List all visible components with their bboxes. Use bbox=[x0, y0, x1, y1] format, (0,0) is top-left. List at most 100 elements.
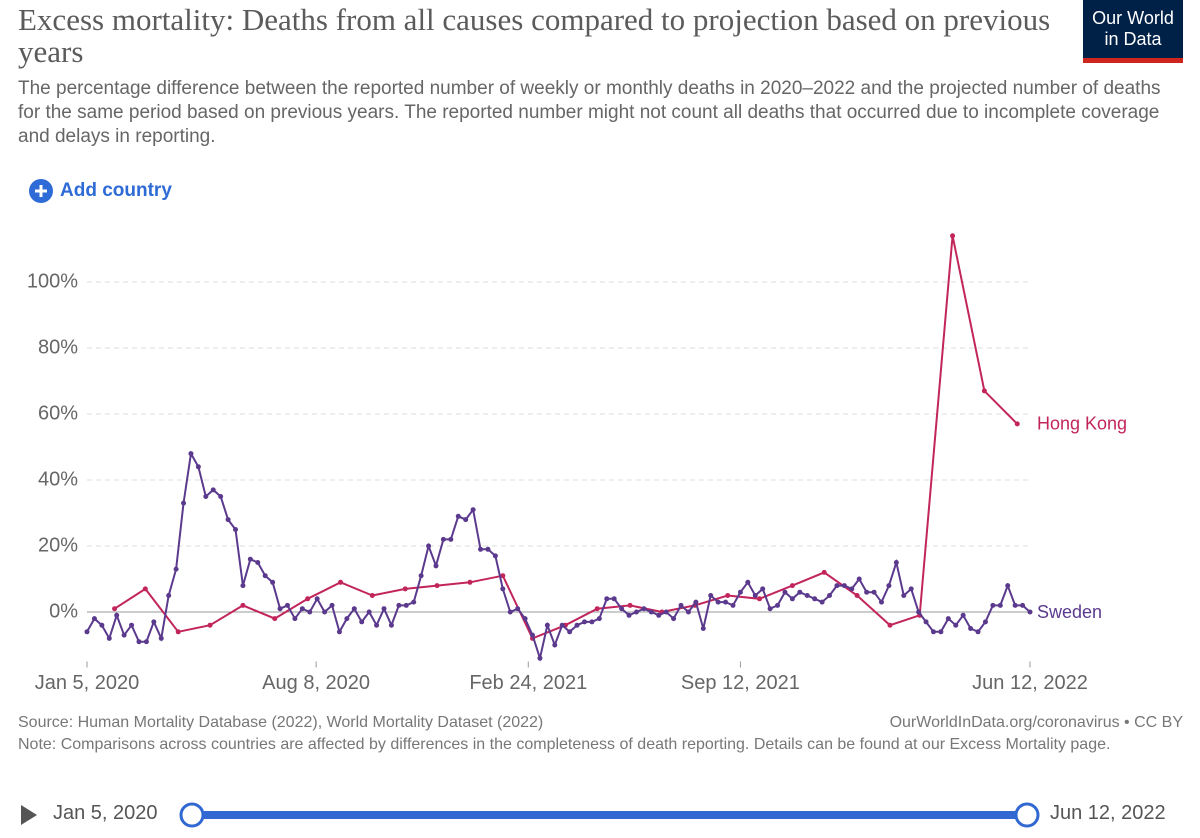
data-point bbox=[218, 494, 224, 499]
data-point bbox=[574, 622, 580, 628]
data-point bbox=[433, 563, 439, 569]
subtitle: The percentage difference between the re… bbox=[18, 78, 1161, 147]
add-country-label: Add country bbox=[60, 180, 172, 201]
data-point bbox=[299, 606, 305, 612]
data-point bbox=[938, 629, 944, 635]
data-point bbox=[693, 599, 699, 605]
data-point bbox=[997, 602, 1003, 608]
data-point bbox=[106, 635, 112, 641]
data-point bbox=[403, 602, 409, 608]
data-point bbox=[901, 593, 907, 598]
data-point bbox=[767, 606, 773, 612]
data-point bbox=[854, 593, 860, 598]
data-point bbox=[112, 606, 118, 612]
series-label: Sweden bbox=[1037, 602, 1102, 622]
data-point bbox=[402, 586, 408, 592]
add-icon bbox=[29, 179, 53, 203]
data-point bbox=[1012, 602, 1018, 608]
data-point bbox=[1005, 583, 1011, 589]
data-point bbox=[181, 500, 187, 506]
data-point bbox=[143, 639, 149, 645]
data-point bbox=[589, 619, 595, 625]
data-point bbox=[819, 599, 825, 605]
data-point bbox=[322, 609, 328, 615]
data-point bbox=[552, 642, 558, 648]
data-point bbox=[233, 527, 239, 532]
data-point bbox=[203, 494, 209, 499]
data-point bbox=[685, 609, 691, 615]
play-button[interactable] bbox=[21, 805, 37, 825]
data-point bbox=[596, 616, 602, 622]
data-point bbox=[700, 626, 706, 631]
timeline-start-handle[interactable] bbox=[179, 802, 205, 828]
data-point bbox=[434, 583, 440, 589]
data-point bbox=[834, 583, 840, 589]
data-point bbox=[500, 586, 506, 592]
logo[interactable]: Our World in Data bbox=[1083, 0, 1183, 63]
x-tick-label: Jun 12, 2022 bbox=[972, 672, 1088, 694]
data-point bbox=[351, 606, 357, 612]
data-point bbox=[173, 566, 179, 572]
data-point bbox=[878, 599, 884, 605]
data-point bbox=[175, 629, 181, 635]
data-point bbox=[255, 560, 261, 565]
data-point bbox=[99, 622, 105, 628]
data-point bbox=[752, 593, 758, 598]
data-point bbox=[1014, 421, 1020, 427]
data-point bbox=[871, 589, 877, 595]
data-point bbox=[641, 606, 647, 612]
data-point bbox=[715, 599, 721, 605]
data-point bbox=[91, 616, 97, 622]
data-point bbox=[478, 546, 484, 552]
data-point bbox=[418, 573, 424, 579]
data-point bbox=[827, 593, 833, 598]
data-point bbox=[307, 609, 313, 615]
timeline-end-handle[interactable] bbox=[1014, 802, 1040, 828]
source-link[interactable]: OurWorldInData.org/coronavirus • CC BY bbox=[889, 714, 1183, 731]
x-tick-label: Sep 12, 2021 bbox=[681, 672, 800, 694]
data-point bbox=[982, 619, 988, 625]
data-point bbox=[864, 589, 870, 595]
data-point bbox=[463, 517, 469, 523]
y-tick-label: 40% bbox=[38, 468, 78, 490]
data-point bbox=[594, 606, 600, 612]
data-point bbox=[114, 612, 120, 618]
data-point bbox=[207, 622, 213, 628]
data-point bbox=[369, 593, 375, 598]
data-point bbox=[789, 583, 795, 589]
data-point bbox=[277, 606, 283, 612]
data-point bbox=[455, 513, 461, 519]
data-point bbox=[530, 632, 536, 638]
data-point bbox=[544, 622, 550, 628]
data-point bbox=[849, 586, 855, 592]
data-point bbox=[448, 536, 454, 542]
y-tick-label: 100% bbox=[27, 270, 78, 292]
data-point bbox=[856, 576, 862, 582]
series-line bbox=[114, 235, 1018, 640]
data-point bbox=[366, 609, 372, 615]
data-point bbox=[789, 596, 795, 602]
data-point bbox=[314, 596, 320, 602]
data-point bbox=[247, 556, 253, 562]
data-point bbox=[262, 573, 268, 579]
data-point bbox=[953, 622, 959, 628]
data-point bbox=[166, 593, 172, 598]
data-point bbox=[381, 606, 387, 612]
data-point bbox=[730, 602, 736, 608]
data-point bbox=[225, 517, 231, 523]
add-country-button[interactable]: Add country bbox=[28, 178, 172, 204]
data-point bbox=[775, 602, 781, 608]
data-point bbox=[507, 609, 513, 615]
data-point bbox=[129, 622, 135, 628]
timeline-end-label: Jun 12, 2022 bbox=[1050, 802, 1166, 824]
x-tick-label: Feb 24, 2021 bbox=[469, 672, 587, 694]
source: Source: Human Mortality Database (2022),… bbox=[18, 714, 544, 731]
data-point bbox=[968, 626, 974, 631]
data-point bbox=[210, 487, 216, 493]
data-point bbox=[887, 622, 893, 628]
data-point bbox=[923, 619, 929, 625]
data-point bbox=[344, 616, 350, 622]
y-tick-label: 60% bbox=[38, 402, 78, 424]
data-point bbox=[559, 622, 565, 628]
data-point bbox=[336, 629, 342, 635]
